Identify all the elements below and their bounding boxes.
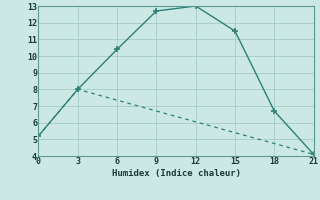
X-axis label: Humidex (Indice chaleur): Humidex (Indice chaleur) [111, 169, 241, 178]
